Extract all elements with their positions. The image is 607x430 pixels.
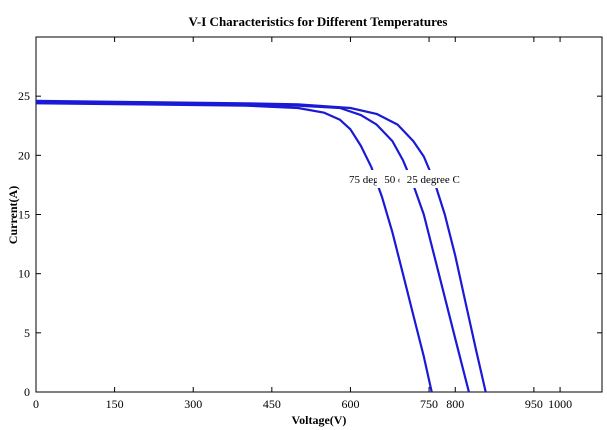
annotation-background [399, 170, 468, 188]
y-axis-ticks: 0 5 10 15 20 25 [18, 89, 602, 399]
x-axis-label: Voltage(V) [292, 413, 347, 427]
y-tick-label: 10 [18, 267, 30, 281]
x-tick-label: 600 [341, 397, 359, 411]
series-annotation-3: 25 degree C [407, 174, 460, 186]
x-tick-label: 300 [184, 397, 202, 411]
y-tick-label: 5 [24, 326, 30, 340]
y-tick-label: 20 [18, 148, 30, 162]
chart-title: V-I Characteristics for Different Temper… [189, 14, 448, 29]
x-tick-label: 1000 [548, 397, 572, 411]
x-tick-label: 0 [33, 397, 39, 411]
y-tick-label: 25 [18, 89, 30, 103]
plot-frame [35, 36, 603, 393]
series-layer [35, 99, 487, 393]
x-tick-label: 800 [446, 397, 464, 411]
series-line-1 [35, 102, 433, 393]
y-tick-label: 0 [24, 385, 30, 399]
x-tick-label: 450 [263, 397, 281, 411]
series-annotations: 75 degree C50 degree C25 degree C [341, 170, 468, 188]
y-tick-label: 15 [18, 208, 30, 222]
x-tick-label: 150 [106, 397, 124, 411]
x-axis-ticks: 0 150 300 450 600 750 800 950 1000 [33, 37, 572, 411]
series-line-3 [35, 99, 487, 393]
y-axis-label: Current(A) [6, 186, 20, 244]
x-tick-label: 750 [420, 397, 438, 411]
x-tick-label: 950 [525, 397, 543, 411]
series-line-2 [35, 101, 470, 393]
